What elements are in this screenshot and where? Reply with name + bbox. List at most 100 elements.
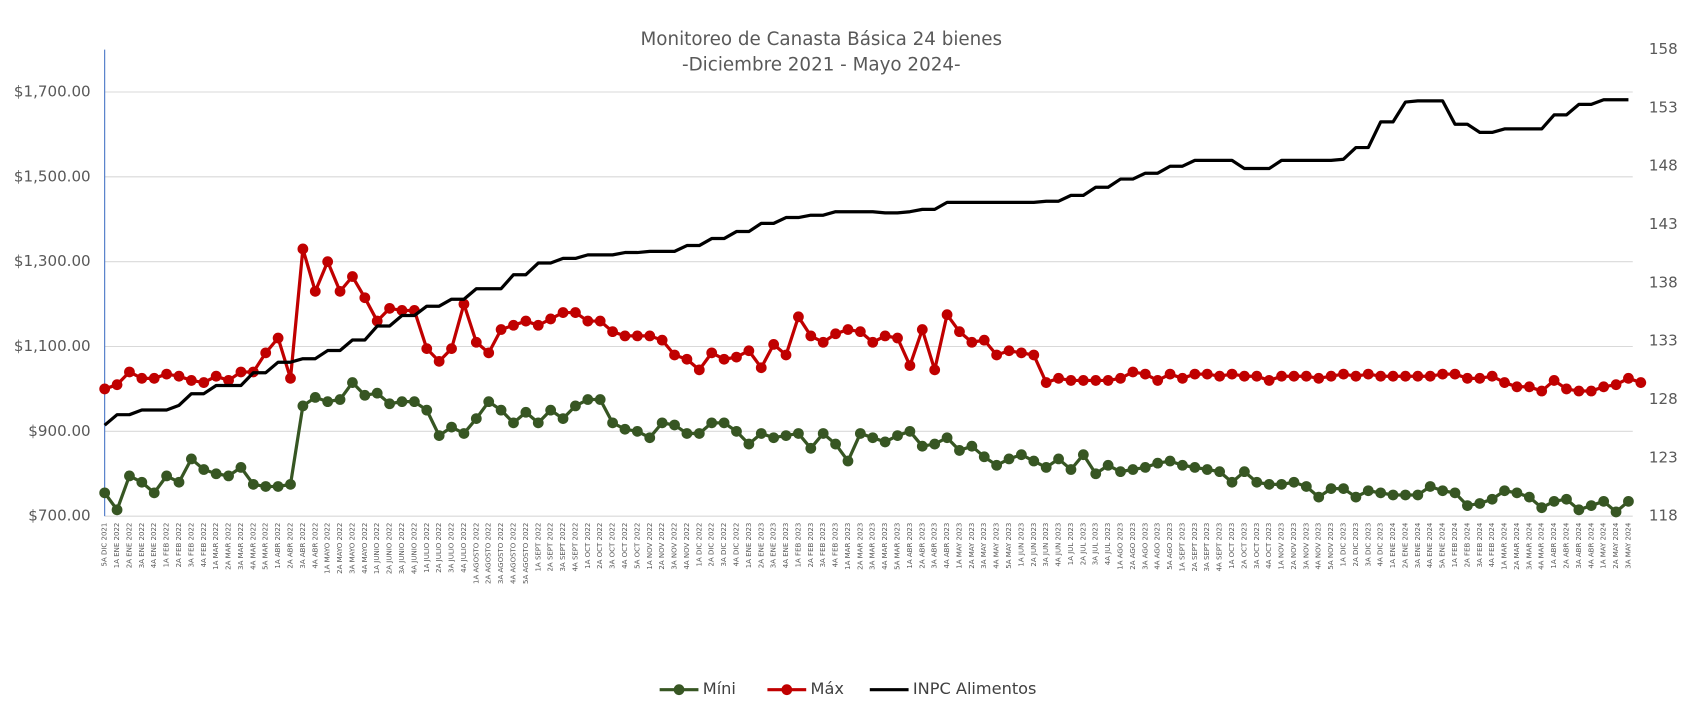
data-point [99,487,111,499]
y2-tick-label: 133 [1649,332,1678,350]
data-point [1028,455,1040,467]
data-point [830,438,841,450]
x-tick-label: 3A SEPT 2022 [559,523,567,572]
x-tick-label: 4A OCT 2023 [1265,523,1273,569]
legend-label: Máx [811,679,845,698]
data-point [706,347,718,359]
data-point [111,504,123,516]
x-tick-label: 4A FEB 2024 [1488,522,1496,567]
data-point [297,243,309,255]
data-point [1288,476,1300,488]
x-tick-label: 3A FEB 2022 [187,523,195,568]
data-point [867,336,879,348]
x-tick-label: 4A ENE 2024 [1426,522,1434,568]
data-point [186,453,197,465]
x-tick-label: 5A MAR 2023 [894,523,902,570]
x-tick-label: 3A FEB 2024 [1476,522,1484,567]
data-point [1102,459,1114,471]
x-tick-label: 2A NOV 2023 [1290,523,1298,570]
data-point [458,428,470,439]
data-point [954,326,965,338]
data-point [1077,375,1089,386]
data-point [458,298,470,310]
y-tick-label: $1,700.00 [14,82,91,100]
data-point [817,428,829,439]
data-point [371,315,383,327]
data-point [780,349,792,361]
x-tick-label: 4A FEB 2023 [832,523,840,568]
x-tick-label: 4A SEPT 2022 [571,523,579,572]
data-point [1499,485,1510,497]
x-tick-label: 3A OCT 2022 [609,523,617,569]
data-point [1610,506,1622,518]
data-point [1276,478,1287,490]
data-point [1251,370,1263,382]
data-point [1201,368,1213,380]
data-point [1350,491,1362,503]
x-tick-label: 1A MAY 2024 [1600,522,1608,569]
data-point [570,307,581,318]
data-point [929,438,941,450]
data-point [1449,368,1461,380]
data-point [805,442,817,454]
x-tick-label: 4A JULIO 2022 [460,523,468,573]
x-tick-label: 1A ENE 2024 [1389,522,1397,568]
data-point [1003,345,1015,357]
data-point [854,428,866,439]
x-tick-label: 2A SEPT 2022 [547,523,555,572]
legend-marker [781,684,793,696]
x-tick-label: 1A FEB 2024 [1451,522,1459,567]
x-tick-label: 3A AGOSTO 2022 [497,523,505,584]
data-point [793,311,804,323]
x-tick-label: 4A NOV 2022 [683,523,691,570]
data-point [743,438,755,450]
data-point [408,396,420,408]
data-point [1164,455,1176,467]
data-point [1300,481,1312,492]
data-point [1102,375,1114,386]
data-point [1325,483,1337,494]
data-point [148,487,160,499]
x-tick-label: 1A ENE 2022 [113,523,121,569]
data-point [966,440,978,452]
data-point [210,468,222,480]
data-point [495,324,507,335]
data-point [1523,381,1535,393]
data-point [421,343,433,355]
data-point [1016,449,1027,461]
x-tick-label: 1A JULIO 2022 [423,523,431,573]
data-point [396,305,408,316]
x-tick-label: 3A SEPT 2023 [1203,523,1211,572]
data-point [1499,377,1510,388]
x-tick-label: 3A NOV 2022 [671,523,679,570]
data-point [1561,383,1572,395]
data-point [272,332,284,344]
data-point [384,302,395,314]
data-point [631,425,643,437]
data-point [173,476,185,488]
x-tick-label: 5A MAY 2023 [1005,523,1013,569]
data-point [285,372,296,384]
data-point [1573,385,1585,397]
data-point [693,364,705,376]
data-point [483,396,495,408]
data-point [755,362,767,374]
data-point [433,430,445,441]
data-point [532,319,544,331]
x-tick-label: 2A AGOSTO 2022 [485,523,493,584]
data-point [470,413,482,425]
data-point [879,436,891,448]
legend-marker [673,684,685,696]
data-point [1214,466,1226,478]
data-point [1040,462,1052,473]
data-point [1548,495,1560,507]
data-point [223,375,234,386]
x-tick-label: 3A AGO 2023 [1141,523,1149,570]
data-point [1090,375,1102,386]
data-point [842,324,854,335]
data-point [669,349,680,361]
x-tick-label: 3A JUL 2023 [1092,523,1100,566]
x-tick-label: 5A AGO 2023 [1166,523,1174,570]
x-tick-label: 3A ABR 2023 [931,523,939,569]
